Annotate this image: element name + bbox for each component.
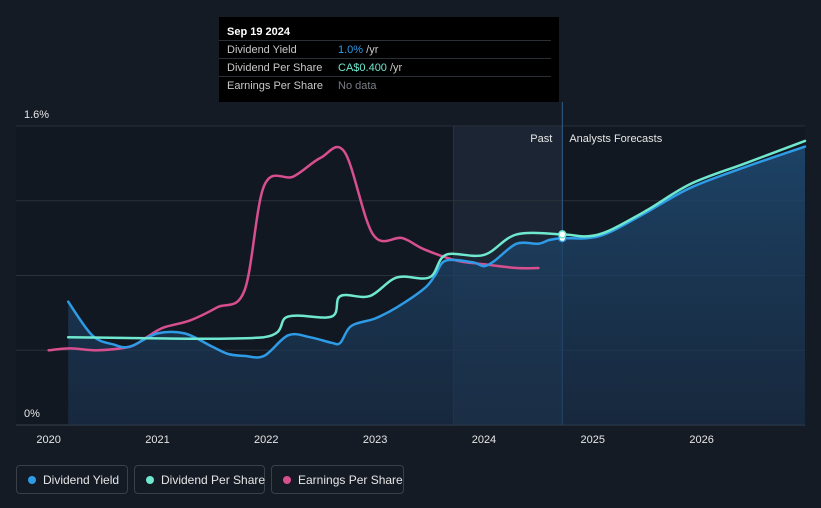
tooltip-value: No data: [338, 80, 377, 92]
legend-dot-icon: [28, 476, 36, 484]
legend-earnings-per-share[interactable]: Earnings Per Share: [271, 465, 404, 494]
dividend-yield-line: [66, 145, 807, 359]
y-tick-label-top: 1.6%: [24, 109, 49, 121]
legend-label: Dividend Per Share: [161, 473, 266, 487]
tooltip-value: CA$0.400 /yr: [338, 62, 402, 74]
chart-tooltip: Sep 19 2024 Dividend Yield 1.0% /yr Divi…: [219, 17, 559, 102]
tooltip-row-earnings-per-share: Earnings Per Share No data: [219, 76, 551, 95]
x-tick-label: 2022: [254, 434, 278, 446]
legend-dot-icon: [146, 476, 154, 484]
x-tick-label: 2023: [363, 434, 387, 446]
x-tick-label: 2024: [472, 434, 496, 446]
dividend-per-share-line: [66, 139, 807, 340]
x-tick-label: 2020: [36, 434, 60, 446]
tooltip-row-dividend-yield: Dividend Yield 1.0% /yr: [219, 40, 551, 59]
legend-label: Dividend Yield: [43, 473, 120, 487]
legend-dot-icon: [283, 476, 291, 484]
x-tick-label: 2021: [145, 434, 169, 446]
tooltip-date: Sep 19 2024: [227, 26, 290, 38]
dividend-per-share-marker: [558, 230, 567, 239]
tooltip-value-unit: /yr: [363, 44, 379, 56]
tooltip-label: Earnings Per Share: [227, 80, 323, 92]
tooltip-label: Dividend Per Share: [227, 62, 323, 74]
tooltip-value-number: No data: [338, 80, 377, 92]
x-tick-label: 2026: [689, 434, 713, 446]
tooltip-value-unit: /yr: [386, 62, 403, 74]
legend-dividend-yield[interactable]: Dividend Yield: [16, 465, 128, 494]
x-tick-label: 2025: [581, 434, 605, 446]
tooltip-value-number: 1.0%: [338, 44, 364, 56]
y-tick-label-bottom: 0%: [24, 408, 40, 420]
dividend-yield-area: [68, 146, 805, 425]
tooltip-row-dividend-per-share: Dividend Per Share CA$0.400 /yr: [219, 58, 551, 77]
past-region-label: Past: [530, 133, 552, 145]
tooltip-value: 1.0% /yr: [338, 44, 378, 56]
legend-dividend-per-share[interactable]: Dividend Per Share: [134, 465, 265, 494]
legend-label: Earnings Per Share: [298, 473, 403, 487]
tooltip-label: Dividend Yield: [227, 44, 297, 56]
forecast-region-label: Analysts Forecasts: [569, 133, 662, 145]
tooltip-value-number: CA$0.400: [338, 62, 387, 74]
